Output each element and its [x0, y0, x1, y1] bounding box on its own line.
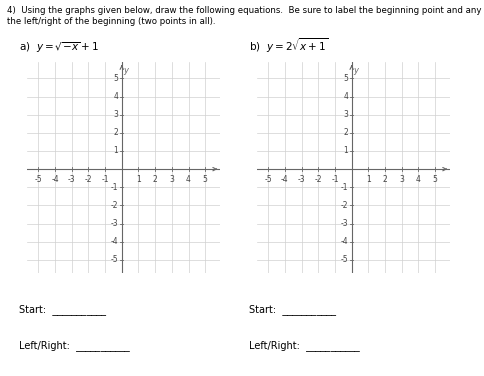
Text: 3: 3 — [344, 110, 348, 119]
Text: -5: -5 — [34, 174, 42, 183]
Text: Start:  ___________: Start: ___________ — [19, 305, 106, 315]
Text: 1: 1 — [344, 147, 348, 156]
Text: Left/Right:  ___________: Left/Right: ___________ — [19, 340, 130, 351]
Text: 2: 2 — [114, 128, 119, 137]
Text: 4: 4 — [416, 174, 421, 183]
Text: -1: -1 — [111, 183, 119, 192]
Text: 2: 2 — [153, 174, 157, 183]
Text: -5: -5 — [111, 255, 119, 264]
Text: y: y — [123, 66, 128, 75]
Text: -4: -4 — [111, 237, 119, 246]
Text: -2: -2 — [85, 174, 92, 183]
Text: 5: 5 — [433, 174, 438, 183]
Text: -2: -2 — [315, 174, 322, 183]
Text: b)  $y = 2\sqrt{x + 1}$: b) $y = 2\sqrt{x + 1}$ — [249, 36, 329, 55]
Text: 4: 4 — [344, 92, 348, 101]
Text: -1: -1 — [331, 174, 339, 183]
Text: -4: -4 — [281, 174, 288, 183]
Text: -2: -2 — [111, 201, 119, 210]
Text: 1: 1 — [136, 174, 141, 183]
Text: 3: 3 — [399, 174, 404, 183]
Text: 3: 3 — [169, 174, 174, 183]
Text: 4)  Using the graphs given below, draw the following equations.  Be sure to labe: 4) Using the graphs given below, draw th… — [7, 6, 484, 15]
Text: Left/Right:  ___________: Left/Right: ___________ — [249, 340, 360, 351]
Text: 5: 5 — [344, 74, 348, 83]
Text: y: y — [353, 66, 358, 75]
Text: 1: 1 — [114, 147, 119, 156]
Text: -2: -2 — [341, 201, 348, 210]
Text: 1: 1 — [366, 174, 371, 183]
Text: -5: -5 — [341, 255, 348, 264]
Text: 5: 5 — [114, 74, 119, 83]
Text: 2: 2 — [383, 174, 387, 183]
Text: -4: -4 — [51, 174, 59, 183]
Text: 5: 5 — [203, 174, 208, 183]
Text: 2: 2 — [344, 128, 348, 137]
Text: -3: -3 — [298, 174, 305, 183]
Text: the left/right of the beginning (two points in all).: the left/right of the beginning (two poi… — [7, 17, 216, 26]
Text: a)  $y = \sqrt{-x} + 1$: a) $y = \sqrt{-x} + 1$ — [19, 40, 100, 55]
Text: 4: 4 — [186, 174, 191, 183]
Text: 3: 3 — [114, 110, 119, 119]
Text: -3: -3 — [341, 219, 348, 228]
Text: -3: -3 — [68, 174, 76, 183]
Text: 4: 4 — [114, 92, 119, 101]
Text: -3: -3 — [111, 219, 119, 228]
Text: -1: -1 — [341, 183, 348, 192]
Text: -1: -1 — [101, 174, 109, 183]
Text: -5: -5 — [264, 174, 272, 183]
Text: Start:  ___________: Start: ___________ — [249, 305, 336, 315]
Text: -4: -4 — [341, 237, 348, 246]
